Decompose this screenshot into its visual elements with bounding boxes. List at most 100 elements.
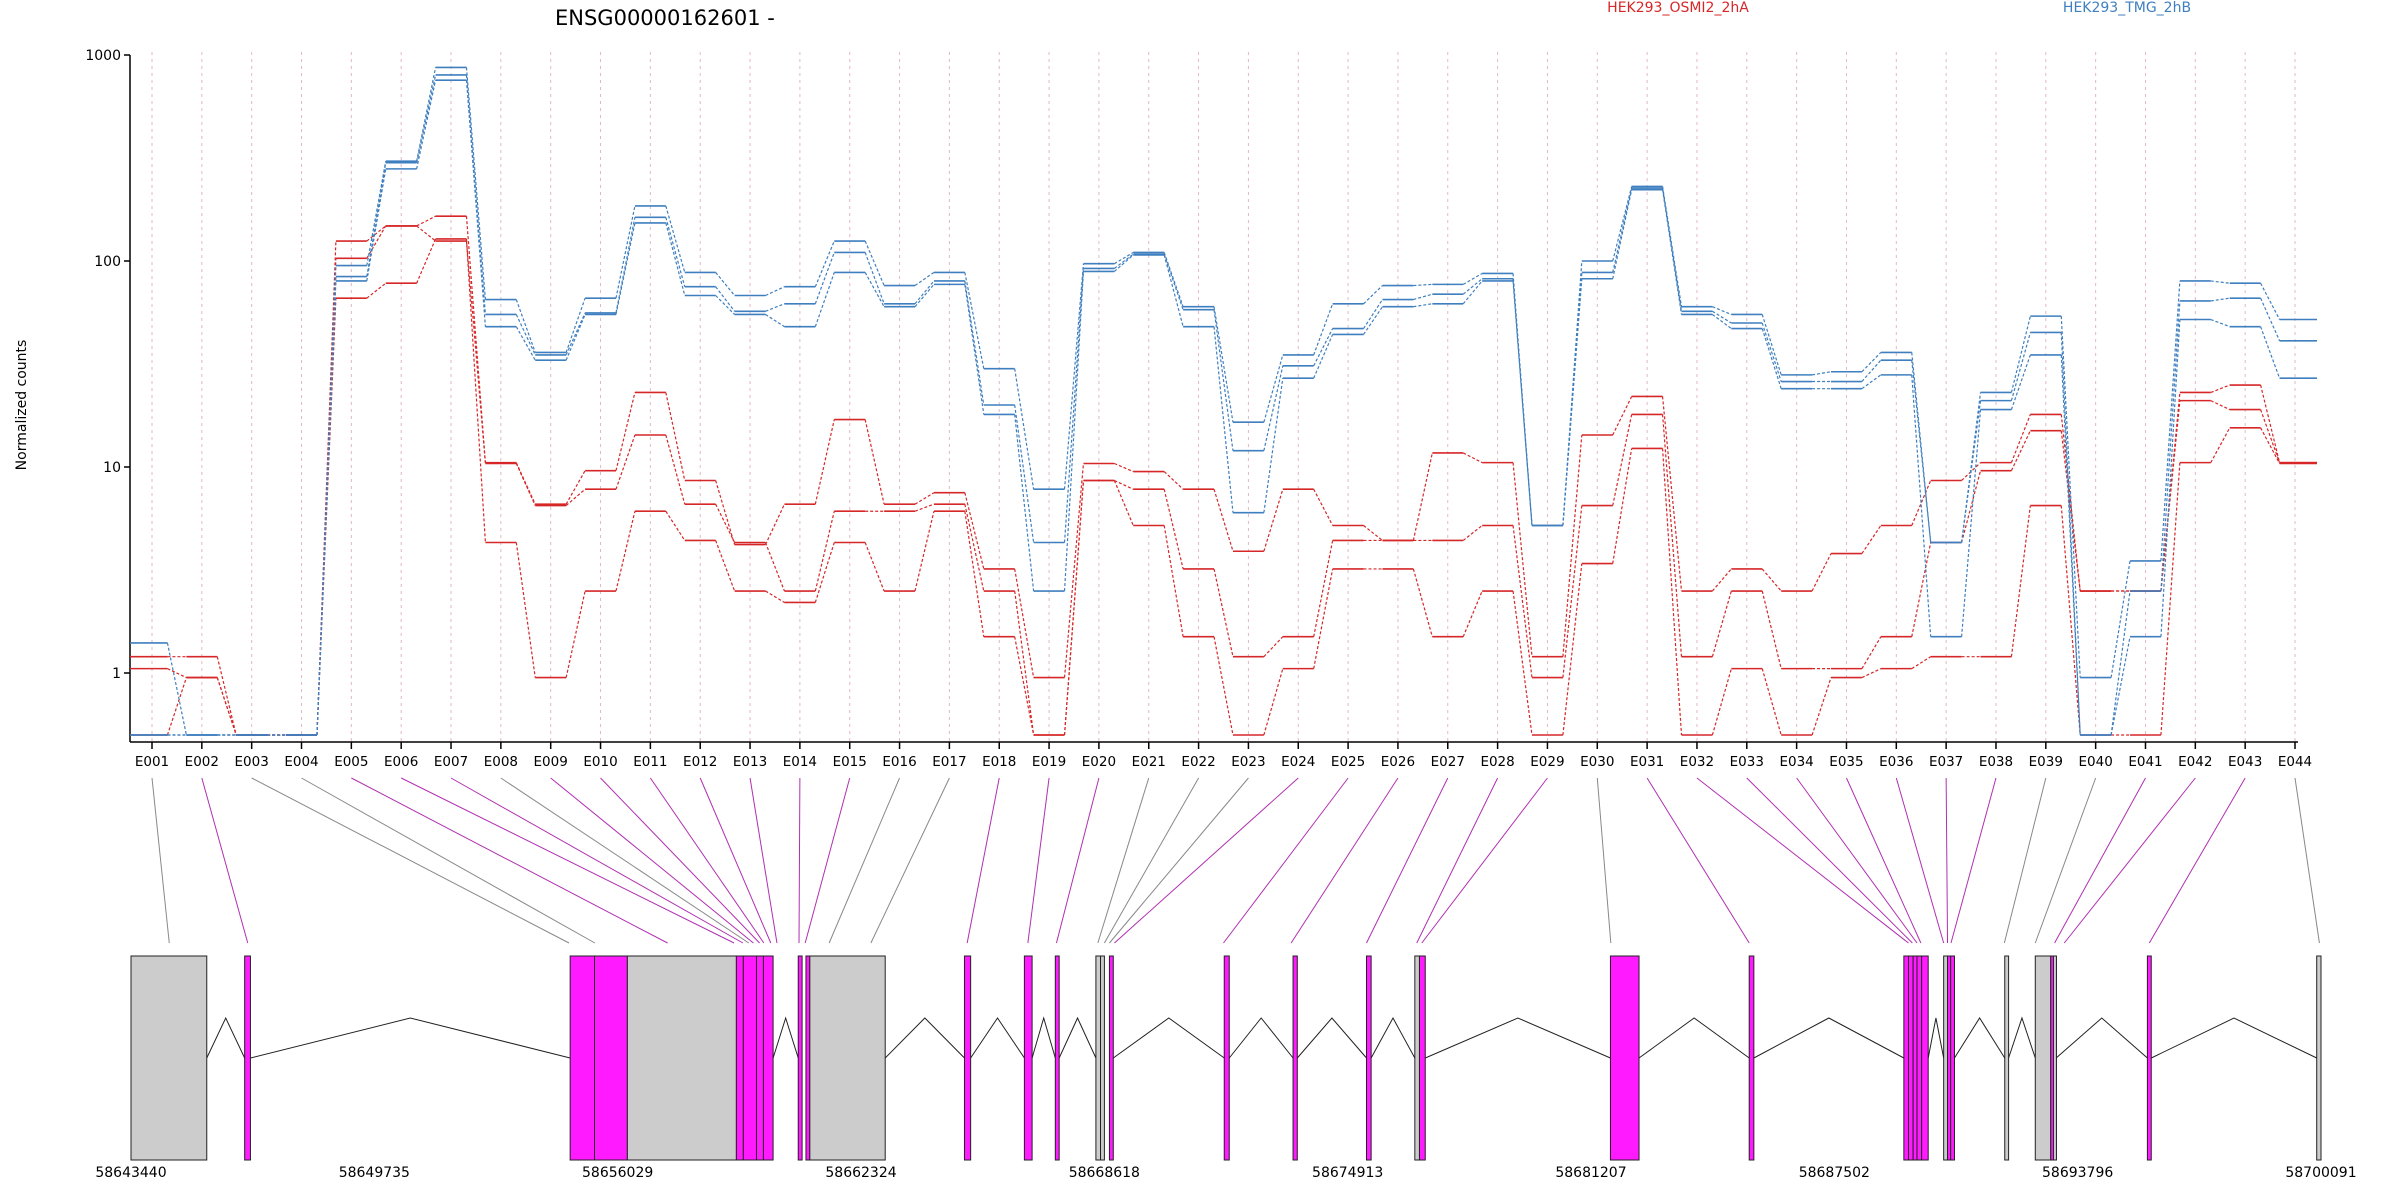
series-4-step <box>1014 368 1035 490</box>
series-4-step <box>914 271 935 287</box>
series-2-step <box>2210 400 2230 411</box>
series-3-step <box>864 542 885 592</box>
series-1-step <box>2260 384 2281 463</box>
series-5-step <box>465 74 487 315</box>
y-tick-label: 100 <box>94 254 121 270</box>
series-2-step <box>1462 525 1483 541</box>
exon-bin-untested <box>1100 955 1105 1161</box>
x-tick-label: E012 <box>683 754 717 770</box>
x-tick-label: E040 <box>2078 754 2112 770</box>
genomic-coordinate-label: 58649735 <box>339 1165 410 1181</box>
exon-bin-tested <box>1748 955 1755 1161</box>
x-tick-label: E008 <box>484 754 518 770</box>
series-3-step <box>1412 568 1433 637</box>
intron <box>1031 1016 1056 1059</box>
connector-E033 <box>1746 777 1913 944</box>
series-4-step <box>2260 282 2281 320</box>
connector-E001 <box>151 777 170 944</box>
series-4-step <box>1213 306 1234 423</box>
exon-bin-tested <box>1108 955 1114 1161</box>
series-2-step <box>1014 590 1035 736</box>
series-4-step <box>765 286 785 297</box>
series-4-step <box>1413 283 1433 287</box>
series-6 <box>130 79 2317 736</box>
genomic-coordinate-label: 58700091 <box>2285 1165 2356 1181</box>
series-3-step <box>1512 590 1533 736</box>
series-2-step <box>615 434 636 490</box>
x-tick-label: E037 <box>1929 754 1963 770</box>
series-2-step <box>167 668 187 679</box>
series-1-step <box>1213 489 1234 552</box>
series-3-step <box>515 542 536 678</box>
series-2-step <box>2060 430 2081 592</box>
exon-bin-tested <box>1609 955 1640 1161</box>
series-4-step <box>1263 354 1284 423</box>
series-6-step <box>1861 374 1882 390</box>
connector-E022 <box>1103 777 1200 944</box>
series-6-step <box>814 272 835 327</box>
genomic-coordinate-label: 58656029 <box>582 1165 653 1181</box>
series-6-step <box>1562 278 1583 526</box>
exon-bin-untested <box>130 955 208 1161</box>
x-tick-label: E007 <box>434 754 468 770</box>
series-2-step <box>2260 409 2281 463</box>
series-2-step <box>1961 470 1982 543</box>
series-1-step <box>1063 463 1085 678</box>
series-lines <box>130 66 2317 736</box>
exon-bin-tested <box>797 955 803 1161</box>
x-tick-label: E016 <box>882 754 916 770</box>
series-2-step <box>1612 414 1633 506</box>
exon-bin-tested <box>569 955 596 1161</box>
x-tick-label: E036 <box>1879 754 1913 770</box>
intron <box>1058 1016 1097 1059</box>
series-3-step <box>1661 448 1683 736</box>
connector-E014 <box>798 777 801 944</box>
series-6-step <box>2060 354 2081 736</box>
series-3-step <box>1462 590 1483 637</box>
series-4-step <box>1313 303 1334 356</box>
connector-E025 <box>1223 777 1349 944</box>
x-tick-label: E014 <box>783 754 817 770</box>
exon-bin-untested <box>809 955 886 1161</box>
genomic-coordinate-label: 58687502 <box>1799 1165 1870 1181</box>
series-1-step <box>1661 396 1683 592</box>
series-4-step <box>515 299 536 353</box>
x-tick-label: E026 <box>1381 754 1415 770</box>
connector-E037 <box>1945 777 1949 944</box>
series-6-step <box>1761 328 1782 389</box>
series-6-step <box>465 80 487 327</box>
exon-bin-tested <box>755 955 764 1161</box>
exon-bin-tested <box>1023 955 1033 1161</box>
series-6-step <box>615 222 636 315</box>
series-3-step <box>1163 525 1184 637</box>
series-3-step <box>964 511 985 637</box>
exon-bin-tested <box>805 955 811 1161</box>
x-tick-label: E021 <box>1132 754 1166 770</box>
series-3-step <box>665 510 686 541</box>
x-tick-label: E027 <box>1431 754 1465 770</box>
x-tick-label: E004 <box>284 754 318 770</box>
exon-bin-untested <box>2316 955 2322 1161</box>
series-2-step <box>2010 430 2031 471</box>
intron <box>1228 1017 1294 1059</box>
series-2-step <box>1661 414 1683 657</box>
series-3-step <box>1263 668 1284 736</box>
intron <box>772 1016 799 1059</box>
series-3-step <box>1911 656 1932 670</box>
series-1-step <box>715 480 736 545</box>
intron <box>250 1017 571 1059</box>
series-2-step <box>665 434 686 505</box>
series-6-step <box>1163 254 1184 327</box>
connector-E040 <box>2034 777 2097 944</box>
series-3-step <box>1711 668 1732 736</box>
genomic-coordinate-label: 58693796 <box>2042 1165 2113 1181</box>
y-tick-label: 10 <box>103 460 121 476</box>
series-5-step <box>1063 268 1085 543</box>
series-4-step <box>1363 285 1383 305</box>
axes: 1 10 100 1000 E001 E002 E003 E004 E005 E006 E007 E0… <box>85 48 2312 770</box>
series-4-step <box>1114 251 1134 265</box>
series-5-step <box>914 280 935 305</box>
series-2 <box>130 225 2317 736</box>
series-6-step <box>1661 189 1683 315</box>
series-3-step <box>914 511 935 592</box>
